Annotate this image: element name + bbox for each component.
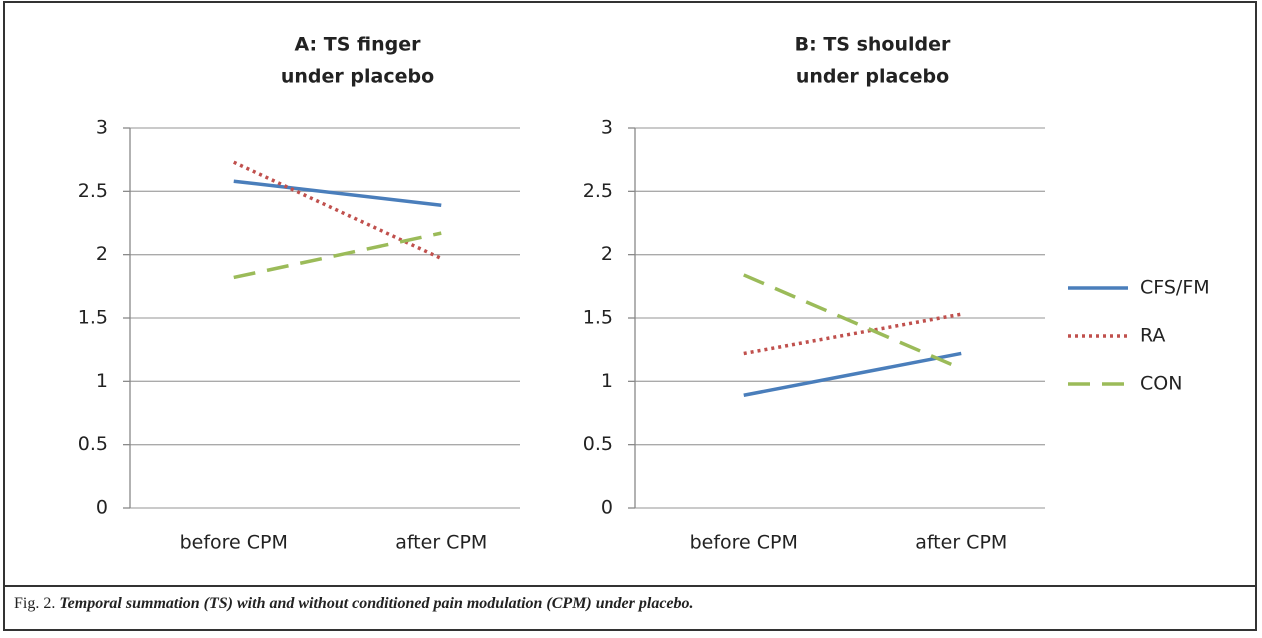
chart-title: A: TS finger: [295, 34, 422, 56]
y-tick-label: 1.5: [78, 307, 108, 329]
series-line: [233, 160, 442, 261]
y-tick-label: 3: [601, 117, 613, 139]
chart-title: B: TS shoulder: [795, 34, 951, 56]
y-tick-label: 1: [601, 370, 613, 392]
y-tick-label: 1.5: [583, 307, 613, 329]
y-tick-label: 1: [96, 370, 108, 392]
series-line: [233, 179, 442, 208]
y-tick-label: 3: [96, 117, 108, 139]
frame: [3, 1, 1257, 631]
caption-text: Temporal summation (TS) with and without…: [59, 595, 693, 612]
caption: Fig. 2. Temporal summation (TS) with and…: [14, 595, 694, 612]
chart-title: under placebo: [796, 66, 949, 88]
y-tick-label: 2.5: [78, 180, 108, 202]
caption-label: Fig. 2.: [14, 595, 55, 612]
y-tick-label: 0: [96, 497, 108, 519]
legend-label: CFS/FM: [1140, 277, 1210, 299]
x-tick-label: after CPM: [395, 532, 487, 554]
y-tick-label: 0.5: [583, 433, 613, 455]
x-tick-label: after CPM: [915, 532, 1007, 554]
y-tick-label: 0.5: [78, 433, 108, 455]
y-tick-label: 0: [601, 497, 613, 519]
y-tick-label: 2: [601, 243, 613, 265]
y-tick-label: 2: [96, 243, 108, 265]
x-tick-label: before CPM: [690, 532, 798, 554]
chart-title: under placebo: [281, 66, 434, 88]
series-line: [743, 273, 962, 371]
legend-label: CON: [1140, 373, 1182, 395]
series-line: [743, 312, 962, 356]
y-tick-label: 2.5: [583, 180, 613, 202]
x-tick-label: before CPM: [180, 532, 288, 554]
series-line: [233, 231, 442, 280]
series-line: [743, 351, 962, 397]
legend-label: RA: [1140, 325, 1165, 347]
